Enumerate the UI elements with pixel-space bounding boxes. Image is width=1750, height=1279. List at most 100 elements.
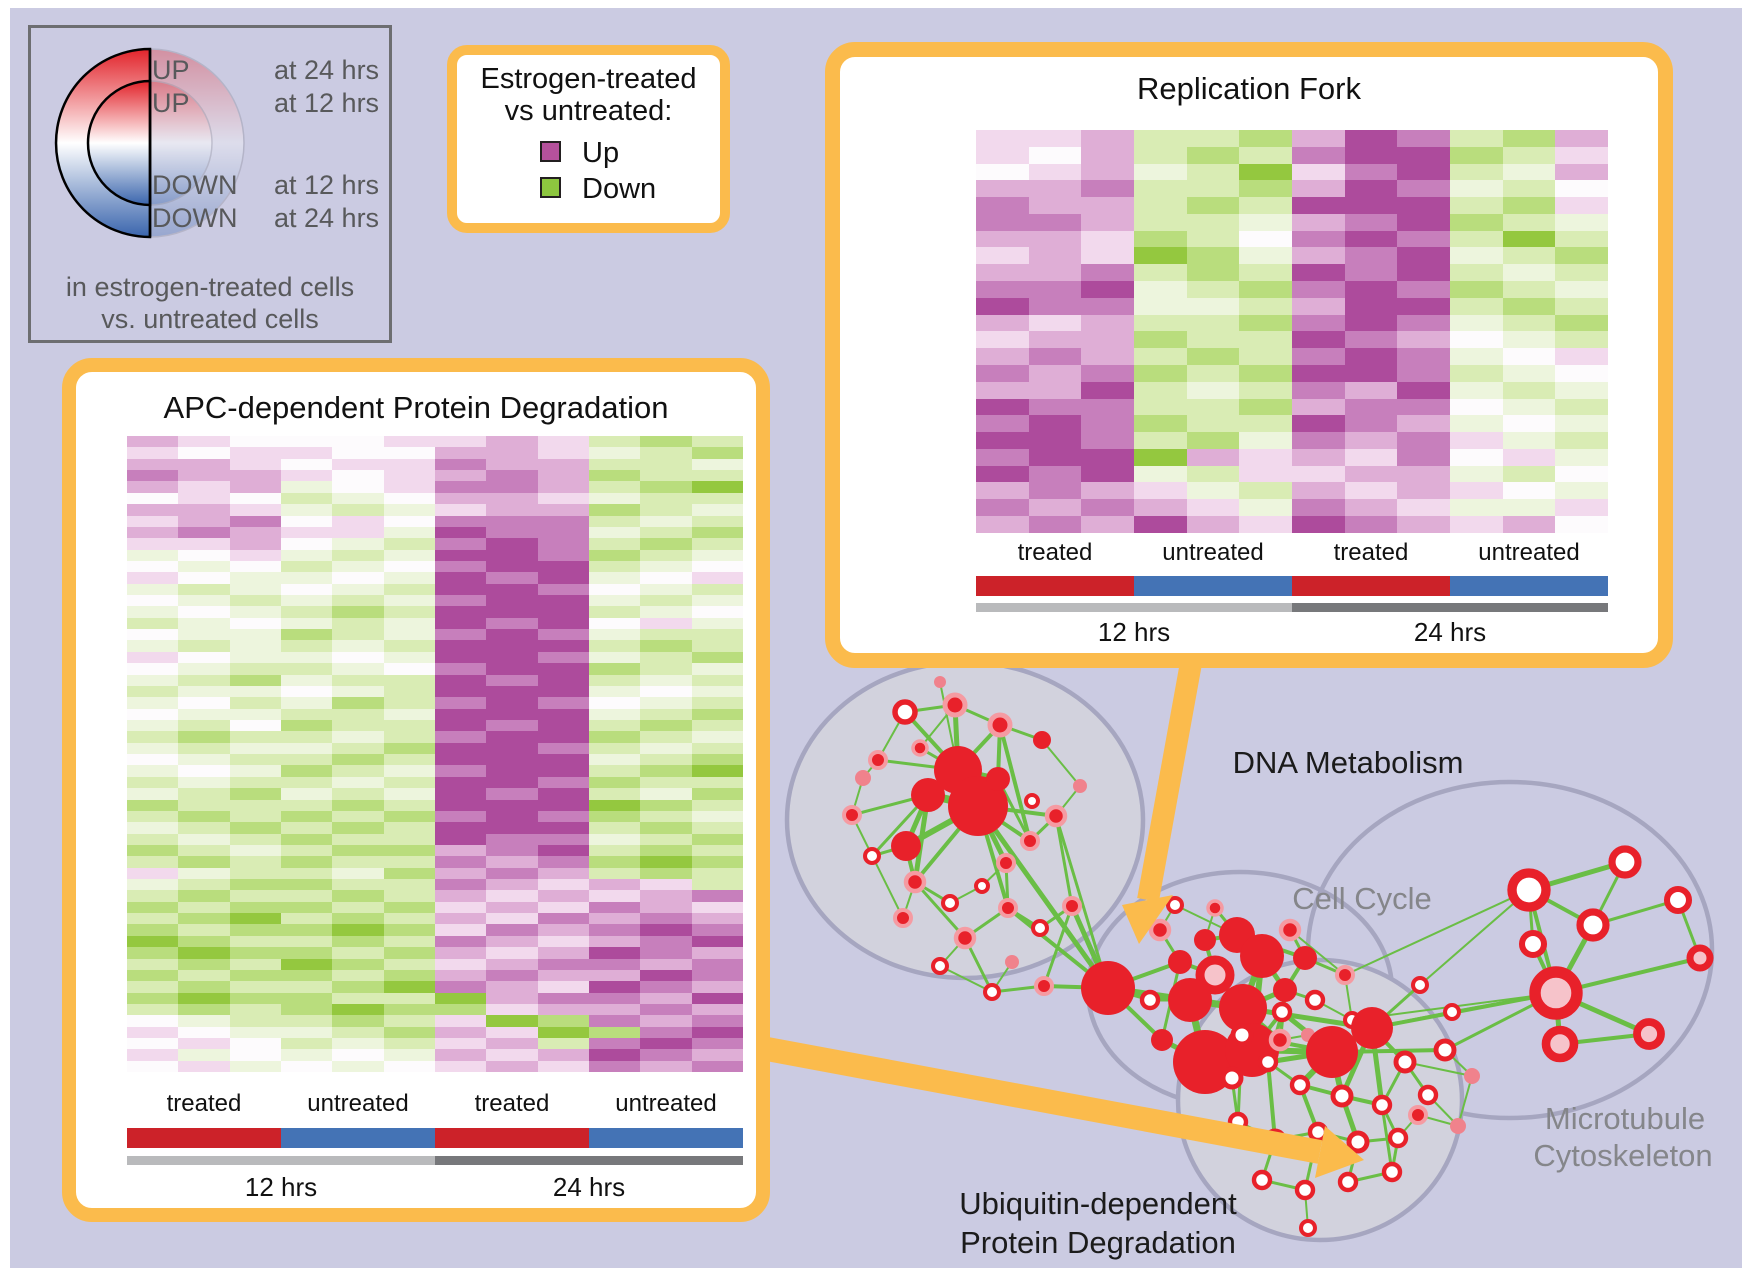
heatmap-cell <box>434 719 487 732</box>
heatmap-cell <box>1502 515 1556 533</box>
heatmap-cell <box>1344 348 1398 365</box>
heatmap-cell <box>229 913 281 925</box>
heatmap-cell <box>640 651 692 664</box>
heatmap-row <box>127 617 743 630</box>
heatmap-cell <box>1081 348 1134 365</box>
heatmap-cell <box>486 526 538 539</box>
heatmap-cell <box>1344 398 1398 416</box>
heatmap-row <box>127 674 743 686</box>
heatmap-cell <box>229 606 281 618</box>
heatmap-cell <box>1502 482 1556 500</box>
heatmap-row <box>127 583 743 596</box>
heatmap-cell <box>1344 381 1398 399</box>
heatmap-cell <box>280 958 333 970</box>
heatmap-row <box>127 788 743 800</box>
heatmap-cell <box>1186 432 1240 449</box>
heatmap-cell <box>1397 213 1450 231</box>
heatmap-row <box>976 499 1608 516</box>
heatmap-row <box>127 913 743 925</box>
heatmap-cell <box>434 481 487 493</box>
apc-treated-bar-24 <box>435 1128 589 1148</box>
heatmap-cell <box>127 470 179 482</box>
heatmap-cell <box>1291 213 1345 231</box>
heatmap-cell <box>127 958 179 970</box>
heatmap-cell <box>1344 197 1398 214</box>
heatmap-cell <box>229 742 281 755</box>
heatmap-cell <box>229 583 281 596</box>
heatmap-cell <box>691 674 743 686</box>
heatmap-cell <box>229 458 281 471</box>
heatmap-cell <box>434 1049 487 1061</box>
heatmap-cell <box>1397 499 1450 516</box>
heatmap-cell <box>178 1038 230 1050</box>
heatmap-cell <box>383 526 435 539</box>
heatmap-cell <box>486 1026 538 1039</box>
heatmap-row <box>127 481 743 493</box>
heatmap-cell <box>332 913 384 925</box>
heatmap-cell <box>486 822 538 834</box>
heatmap-cell <box>127 754 179 766</box>
heatmap-cell <box>1081 230 1134 248</box>
heatmap-cell <box>537 719 589 732</box>
heatmap-cell <box>1028 482 1082 500</box>
heatmap-cell <box>486 799 538 811</box>
heatmap-cell <box>976 297 1029 315</box>
heatmap-cell <box>691 890 743 902</box>
heatmap-cell <box>537 1049 589 1061</box>
heatmap-cell <box>486 651 538 664</box>
heatmap-cell <box>537 1003 589 1016</box>
heatmap-cell <box>229 935 281 948</box>
heatmap-cell <box>1449 331 1503 349</box>
heatmap-cell <box>1081 264 1134 282</box>
heatmap-cell <box>640 992 692 1004</box>
heatmap-cell <box>229 776 281 789</box>
heatmap-cell <box>1555 264 1608 282</box>
heatmap-cell <box>1081 465 1134 483</box>
heatmap-cell <box>332 504 384 516</box>
heatmap-cell <box>1239 130 1292 147</box>
heatmap-cell <box>383 549 435 561</box>
heatmap-cell <box>127 810 179 823</box>
heatmap-cell <box>383 765 435 777</box>
heatmap-cell <box>588 879 641 891</box>
heatmap-cell <box>1291 348 1345 365</box>
heatmap-cell <box>127 526 179 539</box>
heatmap-cell <box>1081 398 1134 416</box>
heatmap-cell <box>486 549 538 561</box>
heatmap-cell <box>1555 331 1608 349</box>
heatmap-cell <box>1133 515 1187 533</box>
heatmap-cell <box>588 765 641 777</box>
heatmap-cell <box>1291 264 1345 282</box>
heatmap-cell <box>976 482 1029 500</box>
heatmap-cell <box>1133 146 1187 164</box>
heatmap-row <box>127 1003 743 1016</box>
legend-footer-line1: in estrogen-treated cells <box>65 272 355 302</box>
heatmap-cell <box>383 731 435 743</box>
heatmap-cell <box>691 981 743 993</box>
heatmap-cell <box>537 640 589 652</box>
heatmap-cell <box>537 572 589 584</box>
heatmap-cell <box>1502 348 1556 365</box>
heatmap-cell <box>434 560 487 573</box>
heatmap-cell <box>1555 230 1608 248</box>
heatmap-cell <box>127 663 179 675</box>
legend-time-down-24: at 24 hrs <box>274 203 380 233</box>
network-node <box>1351 1007 1393 1049</box>
heatmap-cell <box>280 969 333 982</box>
heatmap-cell <box>640 765 692 777</box>
heatmap-cell <box>383 1038 435 1050</box>
heatmap-cell <box>383 583 435 596</box>
heatmap-cell <box>229 958 281 970</box>
heatmap-cell <box>383 924 435 936</box>
heatmap-cell <box>1239 264 1292 282</box>
heatmap-cell <box>486 458 538 471</box>
heatmap-cell <box>486 867 538 880</box>
heatmap-cell <box>1081 381 1134 399</box>
heatmap-cell <box>1344 515 1398 533</box>
heatmap-cell <box>691 526 743 539</box>
heatmap-cell <box>383 719 435 732</box>
heatmap-cell <box>537 890 589 902</box>
heatmap-cell <box>1239 415 1292 433</box>
heatmap-cell <box>229 526 281 539</box>
heatmap-cell <box>127 935 179 948</box>
